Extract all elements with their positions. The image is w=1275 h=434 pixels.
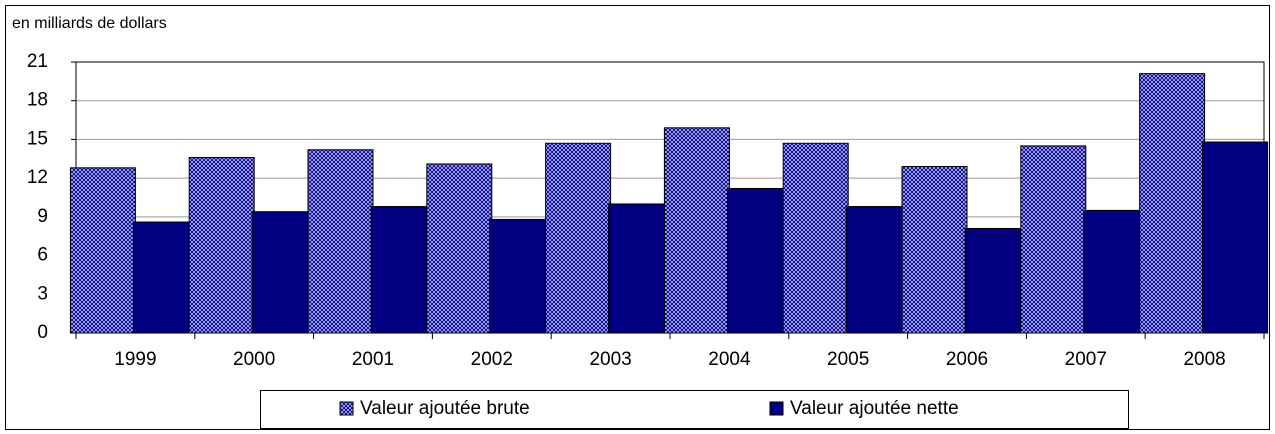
legend-label: Valeur ajoutée nette (790, 398, 959, 419)
bar (188, 156, 255, 334)
bar (726, 187, 793, 334)
y-tick-label: 12 (27, 167, 48, 188)
bar (845, 206, 912, 334)
bar (251, 211, 318, 334)
y-tick-label: 15 (27, 128, 48, 149)
y-tick-label: 21 (27, 51, 48, 72)
bar (1083, 209, 1150, 334)
y-axis-label: en milliards de dollars (12, 15, 167, 32)
bar (1202, 141, 1269, 334)
bar (663, 127, 730, 334)
legend-swatch (769, 401, 784, 416)
x-tick-label: 2006 (946, 349, 988, 370)
x-tick-label: 2003 (589, 349, 631, 370)
y-tick-label: 3 (37, 283, 48, 304)
x-tick-label: 2001 (352, 349, 394, 370)
bar (132, 221, 199, 334)
x-tick-label: 2004 (708, 349, 751, 370)
bar (426, 163, 493, 334)
bar (69, 167, 136, 334)
legend-frame (260, 390, 1129, 429)
bar (608, 203, 675, 334)
y-tick-label: 6 (37, 245, 48, 266)
bar (370, 206, 437, 334)
bar (489, 218, 556, 334)
x-tick-label: 2007 (1065, 349, 1107, 370)
x-tick-label: 2005 (827, 349, 869, 370)
y-tick-label: 9 (37, 206, 48, 227)
legend-swatch (339, 401, 354, 416)
x-tick-label: 2002 (471, 349, 513, 370)
bar (307, 149, 374, 334)
legend-label: Valeur ajoutée brute (360, 398, 530, 419)
bar (1139, 73, 1206, 334)
bar (901, 166, 968, 334)
bar (964, 227, 1031, 334)
bar (782, 142, 849, 334)
y-tick-label: 18 (27, 90, 48, 111)
bar (1020, 145, 1087, 334)
x-tick-label: 2000 (233, 349, 275, 370)
x-tick-label: 1999 (114, 349, 156, 370)
y-tick-label: 0 (37, 322, 48, 343)
bar (545, 142, 612, 334)
x-tick-label: 2008 (1183, 349, 1225, 370)
